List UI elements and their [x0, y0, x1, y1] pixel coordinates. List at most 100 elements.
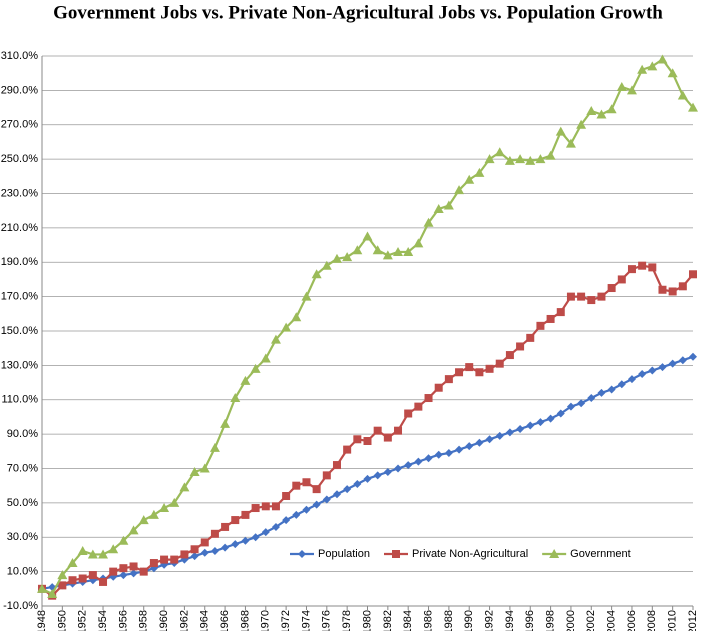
- point: [302, 505, 311, 514]
- x-tick-label: 1954: [97, 610, 109, 631]
- point: [495, 359, 504, 368]
- point: [474, 167, 485, 177]
- point: [607, 385, 616, 394]
- point: [526, 421, 535, 430]
- x-tick-label: 2004: [606, 610, 618, 631]
- y-tick-label: 130.0%: [1, 359, 39, 371]
- y-tick-label: 310.0%: [1, 50, 39, 62]
- point: [556, 409, 565, 418]
- point: [637, 64, 648, 74]
- point: [607, 284, 616, 293]
- point: [455, 445, 464, 454]
- point: [221, 522, 230, 531]
- point: [241, 510, 250, 519]
- point: [555, 126, 566, 136]
- point: [627, 375, 636, 384]
- point: [536, 418, 545, 427]
- point: [515, 154, 526, 164]
- point: [616, 81, 627, 91]
- point: [394, 464, 403, 473]
- point: [169, 497, 180, 507]
- point: [99, 577, 108, 586]
- point: [321, 260, 332, 270]
- point: [577, 292, 586, 301]
- point: [505, 351, 514, 360]
- point: [119, 564, 128, 573]
- point: [525, 155, 536, 165]
- point: [98, 549, 109, 559]
- point: [535, 154, 546, 164]
- point: [494, 147, 505, 157]
- x-tick-label: 1998: [545, 610, 557, 631]
- point: [648, 263, 657, 272]
- point: [200, 538, 209, 547]
- point: [545, 150, 556, 160]
- point: [302, 478, 311, 487]
- point: [77, 546, 88, 555]
- point: [617, 275, 626, 284]
- point: [423, 217, 434, 227]
- x-tick-label: 1994: [504, 610, 516, 631]
- point: [170, 555, 179, 564]
- point: [353, 479, 362, 488]
- y-tick-label: 270.0%: [1, 119, 39, 131]
- point: [658, 285, 667, 294]
- point: [312, 485, 321, 494]
- point: [230, 393, 241, 403]
- point: [586, 106, 597, 115]
- point: [189, 466, 200, 476]
- point: [37, 583, 47, 593]
- point: [221, 543, 230, 552]
- point: [413, 238, 424, 248]
- point: [383, 467, 392, 476]
- x-tick-label: 2006: [626, 610, 638, 631]
- point: [241, 536, 250, 545]
- point: [638, 369, 647, 378]
- point: [148, 509, 159, 519]
- point: [465, 442, 474, 451]
- point: [657, 54, 668, 64]
- point: [210, 547, 219, 555]
- point: [109, 567, 118, 576]
- point: [414, 457, 423, 466]
- point: [353, 435, 362, 444]
- point: [108, 544, 119, 554]
- chart-title: Government Jobs vs. Private Non-Agricult…: [53, 2, 663, 23]
- point: [556, 308, 565, 317]
- point: [454, 185, 465, 195]
- point: [352, 245, 363, 255]
- x-tick-label: 1970: [260, 610, 272, 631]
- point: [689, 270, 697, 279]
- point: [667, 68, 678, 78]
- point: [251, 504, 260, 513]
- y-tick-label: 210.0%: [1, 222, 39, 234]
- point: [291, 312, 302, 322]
- point: [668, 359, 677, 368]
- point: [68, 576, 77, 585]
- point: [57, 570, 68, 580]
- point: [627, 265, 636, 274]
- point: [443, 200, 454, 210]
- point: [404, 409, 413, 418]
- legend-entry: Population: [290, 548, 370, 560]
- point: [424, 454, 433, 463]
- point: [209, 442, 220, 452]
- point: [343, 485, 352, 494]
- x-tick-label: 1982: [382, 610, 394, 631]
- point: [332, 461, 341, 470]
- point: [282, 492, 291, 500]
- point: [362, 231, 373, 241]
- point: [200, 548, 209, 557]
- point: [281, 322, 292, 332]
- point: [393, 246, 404, 256]
- point: [658, 363, 667, 372]
- y-tick-label: 70.0%: [7, 462, 38, 474]
- y-tick-label: 230.0%: [1, 187, 39, 199]
- point: [58, 581, 67, 590]
- point: [119, 571, 128, 580]
- point: [199, 463, 210, 473]
- point: [566, 402, 575, 411]
- legend-label: Population: [318, 548, 370, 560]
- legend-label: Government: [570, 548, 631, 560]
- point: [465, 363, 474, 372]
